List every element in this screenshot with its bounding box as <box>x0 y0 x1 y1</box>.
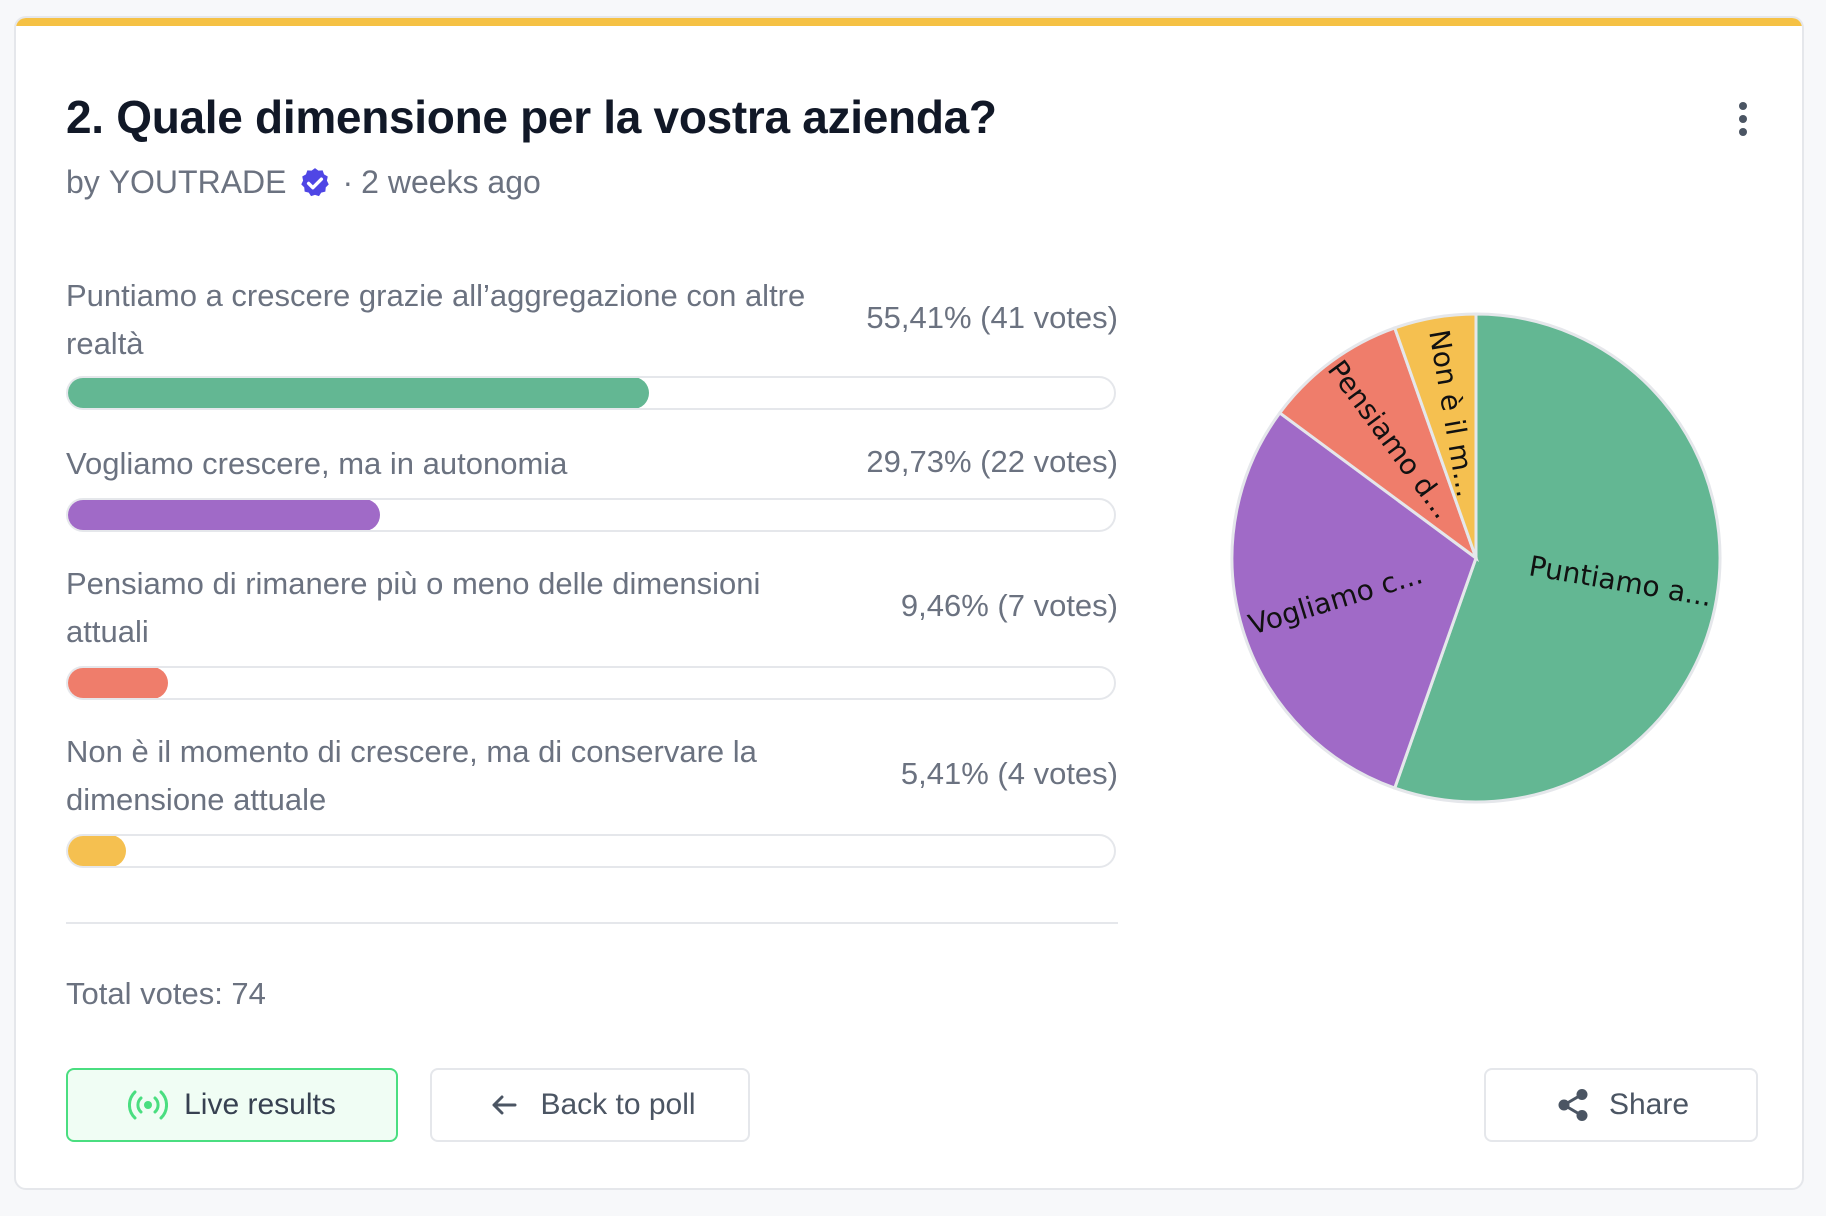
live-results-button[interactable]: Live results <box>66 1068 398 1142</box>
pie-slice[interactable] <box>1230 410 1478 790</box>
poll-option: Puntiamo a crescere grazie all’aggregazi… <box>66 272 1118 412</box>
share-button[interactable]: Share <box>1484 1068 1758 1142</box>
option-progress-track <box>66 376 1116 410</box>
option-label: Pensiamo di rimanere più o meno delle di… <box>66 566 761 649</box>
author-name[interactable]: YOUTRADE <box>108 164 287 200</box>
option-progress-fill <box>68 378 649 408</box>
kebab-menu-icon[interactable] <box>1736 102 1750 142</box>
byline: by YOUTRADE · 2 weeks ago <box>66 164 541 201</box>
option-progress-fill <box>68 500 380 530</box>
option-label: Puntiamo a crescere grazie all’aggregazi… <box>66 278 806 361</box>
share-icon <box>1553 1085 1593 1125</box>
pie-slice[interactable] <box>1392 312 1478 559</box>
time-ago: 2 weeks ago <box>361 164 541 200</box>
total-votes: Total votes: 74 <box>66 976 266 1011</box>
option-progress-track <box>66 498 1116 532</box>
poll-option: Non è il momento di crescere, ma di cons… <box>66 728 1118 870</box>
option-progress-track <box>66 834 1116 868</box>
back-to-poll-label: Back to poll <box>540 1088 696 1121</box>
byline-separator: · <box>342 164 354 200</box>
verified-badge-icon <box>301 167 330 196</box>
arrow-left-icon <box>484 1085 524 1125</box>
poll-option: Vogliamo crescere, ma in autonomia 29,73… <box>66 440 1118 536</box>
accent-bar <box>16 18 1802 26</box>
back-to-poll-button[interactable]: Back to poll <box>430 1068 750 1142</box>
option-progress-fill <box>68 836 126 866</box>
option-label: Non è il momento di crescere, ma di cons… <box>66 734 757 817</box>
share-label: Share <box>1608 1088 1690 1121</box>
pie-slice[interactable] <box>1277 326 1480 563</box>
divider <box>66 922 1118 924</box>
broadcast-icon <box>128 1085 169 1125</box>
option-percent: 29,73% (22 votes) <box>866 444 1118 479</box>
poll-results-card: 2. Quale dimensione per la vostra aziend… <box>14 16 1804 1190</box>
live-results-label: Live results <box>184 1088 336 1121</box>
option-progress-track <box>66 666 1116 700</box>
option-label: Vogliamo crescere, ma in autonomia <box>66 446 568 481</box>
poll-option: Pensiamo di rimanere più o meno delle di… <box>66 560 1118 702</box>
option-percent: 55,41% (41 votes) <box>866 300 1118 335</box>
option-progress-fill <box>68 668 168 698</box>
option-percent: 5,41% (4 votes) <box>900 756 1118 791</box>
poll-title: 2. Quale dimensione per la vostra aziend… <box>66 91 997 143</box>
author-prefix: by <box>66 164 100 200</box>
results-pie-chart: Puntiamo a...Vogliamo c...Pensiamo d...N… <box>1230 312 1722 804</box>
option-percent: 9,46% (7 votes) <box>900 588 1118 623</box>
